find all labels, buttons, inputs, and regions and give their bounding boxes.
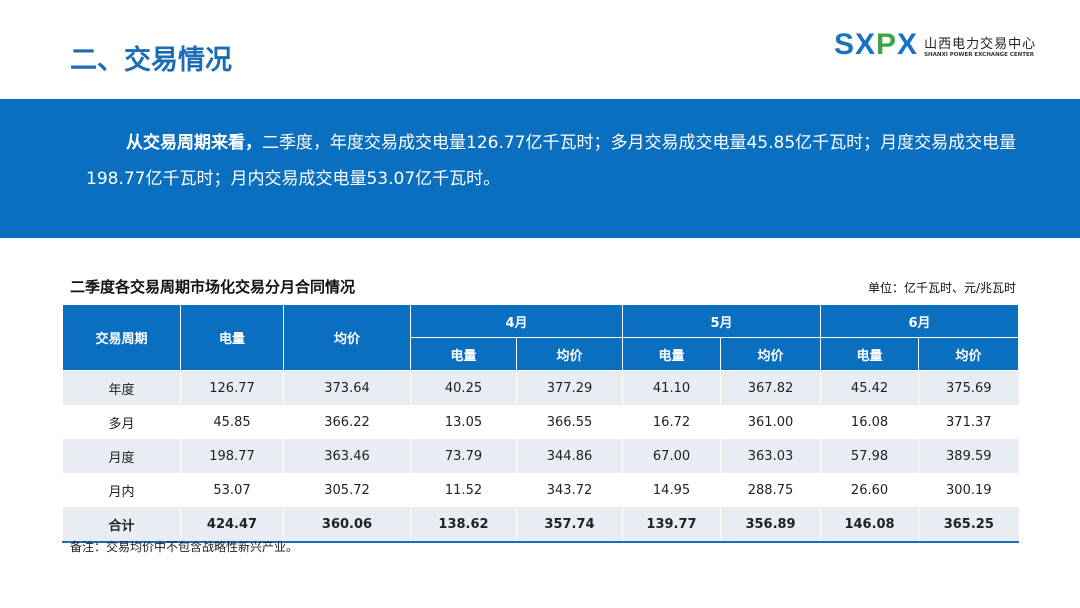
table-row: 月度 198.77 363.46 73.79 344.86 67.00 363.03 57.9…: [62, 439, 1019, 473]
table-cell: 288.75: [720, 473, 821, 507]
header-month: 4月: [409, 304, 624, 338]
header-month: 6月: [820, 304, 1020, 338]
summary-text: 二季度，年度交易成交电量126.77亿千瓦时；多月交易成交电量45.85亿千瓦时…: [86, 133, 1017, 189]
header-energy: 电量: [180, 304, 284, 371]
table-cell: 389.59: [918, 439, 1019, 473]
subheader-price: 均价: [720, 337, 822, 371]
page-title: 二、交易情况: [70, 45, 232, 76]
table-cell: 45.85: [180, 405, 284, 439]
table-cell: 424.47: [180, 507, 284, 543]
table-cell: 16.72: [622, 405, 721, 439]
subheader-price: 均价: [918, 337, 1020, 371]
subheader-price: 均价: [515, 337, 624, 371]
table-cell: 40.25: [410, 370, 517, 405]
subheader-energy: 电量: [622, 337, 722, 371]
table-cell: 363.03: [720, 439, 821, 473]
table-cell: 126.77: [180, 370, 284, 405]
table-cell: 357.74: [515, 507, 623, 543]
table-cell: 13.05: [410, 405, 517, 439]
subheader-energy: 电量: [820, 337, 920, 371]
table-cell: 366.22: [283, 405, 411, 439]
table-cell: 67.00: [622, 439, 721, 473]
row-label: 月度: [62, 439, 181, 473]
summary-band: 从交易周期来看，二季度，年度交易成交电量126.77亿千瓦时；多月交易成交电量4…: [0, 99, 1080, 238]
header-period: 交易周期: [62, 304, 181, 371]
table-title: 二季度各交易周期市场化交易分月合同情况: [70, 278, 356, 296]
table-cell: 343.72: [515, 473, 623, 507]
table-cell: 365.25: [918, 507, 1019, 543]
table-cell: 138.62: [410, 507, 517, 543]
table-cell: 11.52: [410, 473, 517, 507]
table-cell: 363.46: [283, 439, 411, 473]
table-cell: 377.29: [515, 370, 623, 405]
table-cell: 305.72: [283, 473, 411, 507]
table-cell: 41.10: [622, 370, 721, 405]
table-cell: 57.98: [820, 439, 919, 473]
row-label: 合计: [62, 507, 181, 543]
logo: SXPX 山西电力交易中心 SHANXI POWER EXCHANGE CENT…: [834, 28, 1036, 62]
header-price: 均价: [283, 304, 411, 371]
table-cell: 14.95: [622, 473, 721, 507]
row-label: 年度: [62, 370, 181, 405]
summary-lead: 从交易周期来看，: [126, 133, 262, 153]
logo-name-cn: 山西电力交易中心: [924, 36, 1037, 52]
footnote: 备注：交易均价中不包含战略性新兴产业。: [70, 540, 299, 554]
header-month: 5月: [622, 304, 822, 338]
total-row: 合计 424.47 360.06 138.62 357.74 139.77 356.89 14…: [62, 507, 1019, 543]
table-row: 月内 53.07 305.72 11.52 343.72 14.95 288.75 26.60…: [62, 473, 1019, 507]
subheader-energy: 电量: [410, 337, 517, 371]
table-cell: 373.64: [283, 370, 411, 405]
table-cell: 26.60: [820, 473, 919, 507]
row-label: 月内: [62, 473, 181, 507]
table-cell: 300.19: [918, 473, 1019, 507]
table-cell: 360.06: [283, 507, 411, 543]
contract-table: 交易周期 电量 均价 4月 5月 6月 电量 均价 电量 均价 电量 均价 年度 126.7…: [62, 304, 1020, 543]
table-cell: 366.55: [515, 405, 623, 439]
table-cell: 53.07: [180, 473, 284, 507]
logo-name-en: SHANXI POWER EXCHANGE CENTER: [924, 51, 1034, 58]
table-cell: 375.69: [918, 370, 1019, 405]
table-cell: 367.82: [720, 370, 821, 405]
table-cell: 45.42: [820, 370, 919, 405]
table-cell: 356.89: [720, 507, 821, 543]
table-row: 多月 45.85 366.22 13.05 366.55 16.72 361.00 16.08…: [62, 405, 1019, 439]
logo-mark: SXPX: [834, 28, 919, 61]
table-cell: 16.08: [820, 405, 919, 439]
table-unit: 单位：亿千瓦时、元/兆瓦时: [867, 281, 1016, 295]
table-cell: 371.37: [918, 405, 1019, 439]
table-cell: 139.77: [622, 507, 721, 543]
table-cell: 73.79: [410, 439, 517, 473]
table-row: 年度 126.77 373.64 40.25 377.29 41.10 367.82 45.4…: [62, 370, 1019, 405]
table-cell: 198.77: [180, 439, 284, 473]
row-label: 多月: [62, 405, 181, 439]
table-cell: 361.00: [720, 405, 821, 439]
table-cell: 146.08: [820, 507, 919, 543]
table-cell: 344.86: [515, 439, 623, 473]
